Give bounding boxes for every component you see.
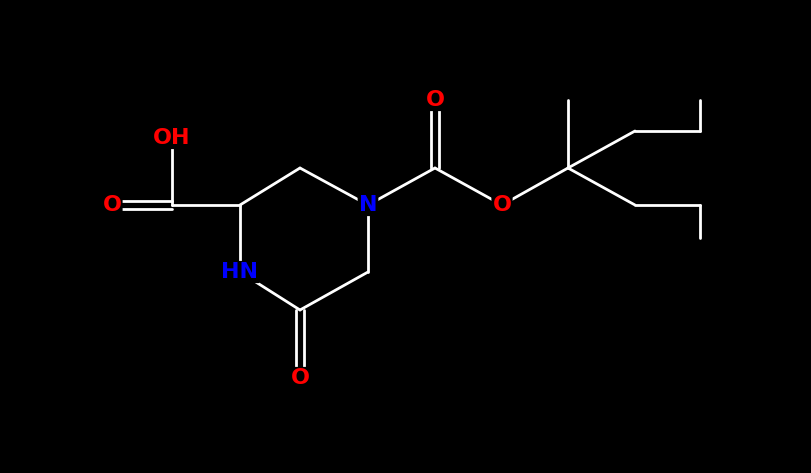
Text: O: O <box>102 195 122 215</box>
Text: O: O <box>290 368 309 388</box>
Text: OH: OH <box>153 128 191 148</box>
Text: HN: HN <box>221 262 258 282</box>
Text: N: N <box>358 195 377 215</box>
Text: O: O <box>492 195 511 215</box>
Text: O: O <box>425 90 444 110</box>
